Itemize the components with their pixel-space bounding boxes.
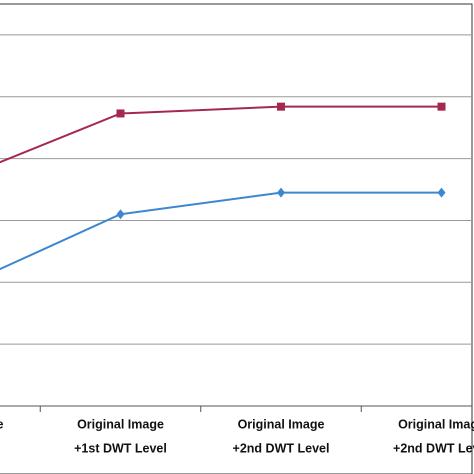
- x-tick-label: Original Image: [77, 417, 164, 431]
- x-tick-label: +1st DWT Level: [74, 441, 167, 455]
- marker: [116, 109, 125, 118]
- series-line: [0, 191, 442, 271]
- marker: [116, 209, 125, 220]
- x-tick-label: Original Image: [238, 417, 325, 431]
- x-tick-label: +2nd DWT Level: [393, 441, 474, 455]
- x-tick-label: Original Image: [0, 417, 3, 431]
- marker: [437, 102, 446, 111]
- x-tick-label: +2nd DWT Level: [233, 441, 330, 455]
- chart-border: [0, 3, 473, 474]
- x-tick-label: Original Image: [398, 417, 474, 431]
- marker: [437, 187, 446, 198]
- marker: [277, 102, 285, 111]
- series-line: [0, 105, 442, 164]
- marker: [277, 187, 285, 198]
